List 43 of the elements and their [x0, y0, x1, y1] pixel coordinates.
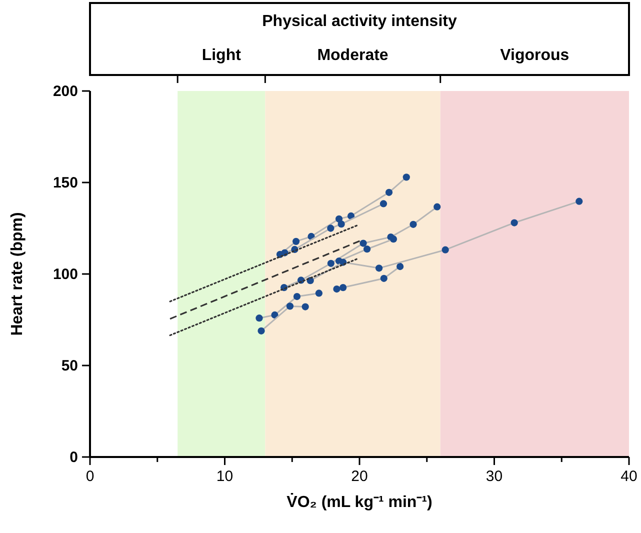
point [292, 238, 300, 245]
point [396, 262, 404, 270]
point [258, 327, 265, 334]
y-axis-title: Heart rate (bpm) [9, 212, 26, 336]
chart-title: Physical activity intensity [262, 13, 457, 30]
x-tick-label: 0 [86, 468, 94, 485]
band-label: Vigorous [500, 47, 570, 64]
point [442, 246, 449, 254]
point [256, 314, 263, 322]
point [327, 260, 334, 267]
point [375, 264, 383, 272]
point [302, 303, 309, 310]
y-tick-label: 50 [61, 358, 78, 374]
point [380, 200, 388, 208]
point [286, 302, 294, 310]
band-label: Moderate [317, 47, 388, 64]
x-tick-label: 20 [351, 468, 368, 485]
point [360, 240, 367, 247]
y-tick-label: 150 [52, 174, 78, 192]
x-tick-label: 10 [216, 468, 234, 485]
y-tick-label: 100 [52, 266, 78, 283]
point [315, 290, 323, 297]
point [402, 174, 410, 181]
band-label: Light [202, 47, 242, 64]
point [339, 284, 347, 292]
point [434, 203, 441, 210]
point [385, 188, 393, 196]
x-tick-label: 40 [620, 468, 638, 485]
y-tick-label: 0 [70, 449, 78, 466]
point [576, 198, 583, 205]
point [271, 311, 278, 319]
x-tick-label: 30 [486, 468, 503, 485]
point [510, 219, 518, 226]
point [363, 246, 371, 253]
point [410, 220, 417, 228]
point [333, 285, 340, 293]
point [390, 235, 398, 243]
point [327, 224, 334, 232]
point [338, 220, 345, 228]
point [380, 274, 388, 282]
point [293, 292, 301, 300]
y-tick-label: 200 [52, 83, 78, 100]
x-axis-title: V̇O₂ (mL kg⁻¹ min⁻¹) [286, 492, 432, 511]
